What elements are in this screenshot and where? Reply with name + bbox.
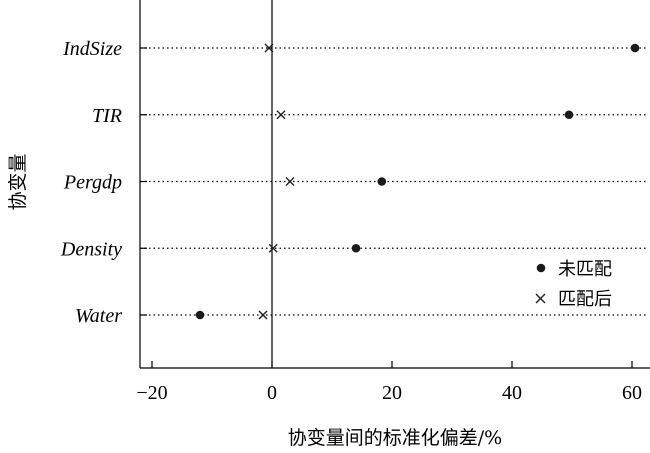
x-tick-label-3: 40 <box>502 382 522 404</box>
legend: 未匹配 匹配后 <box>535 259 612 310</box>
point-matched-density <box>268 243 278 253</box>
x-tick-label-0: −20 <box>136 382 167 404</box>
y-tick-label-tir: TIR <box>92 105 122 127</box>
point-matched-indsize <box>264 43 274 53</box>
category-rows: IndSize TIR Pergdp Density Water <box>60 38 648 327</box>
point-unmatched-pergdp <box>377 177 387 186</box>
y-tick-label-water: Water <box>75 305 122 327</box>
x-tick-label-2: 20 <box>382 382 402 404</box>
x-tick-label-4: 60 <box>622 382 642 404</box>
y-axis-title: 协变量 <box>7 153 29 210</box>
legend-label-unmatched: 未匹配 <box>558 259 612 280</box>
x-axis-ticks: −20 0 20 40 60 <box>136 361 642 404</box>
legend-marker-matched <box>535 293 546 304</box>
point-matched-pergdp <box>285 177 295 186</box>
y-tick-label-indsize: IndSize <box>62 38 122 60</box>
point-matched-tir <box>276 110 286 120</box>
legend-label-matched: 匹配后 <box>558 289 612 310</box>
y-tick-label-density: Density <box>60 238 122 260</box>
point-matched-water <box>258 310 268 320</box>
plot-frame <box>139 0 650 369</box>
data-points <box>195 43 640 320</box>
x-tick-label-1: 0 <box>267 382 277 404</box>
point-unmatched-density <box>351 243 361 253</box>
legend-marker-unmatched <box>536 263 546 273</box>
x-axis-title: 协变量间的标准化偏差/% <box>288 427 502 449</box>
y-tick-label-pergdp: Pergdp <box>63 172 122 194</box>
point-unmatched-tir <box>564 110 574 120</box>
point-unmatched-water <box>195 310 205 320</box>
point-unmatched-indsize <box>630 43 640 53</box>
